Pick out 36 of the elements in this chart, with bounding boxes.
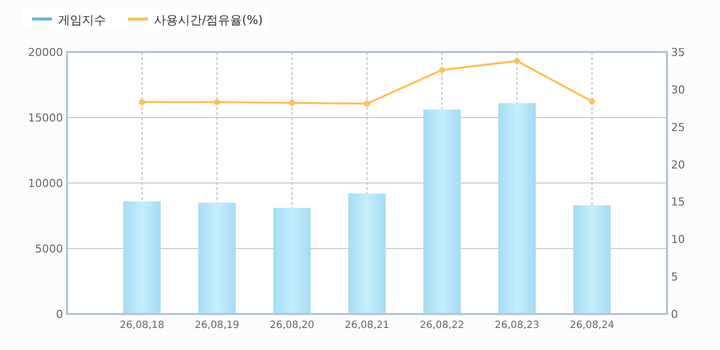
point [514,58,520,64]
bar [573,205,611,314]
y-tick-label: 10000 [28,177,63,190]
legend-label: 게임지수 [58,13,106,27]
point [289,100,295,106]
bar [348,193,386,314]
bar [498,103,536,314]
point [214,99,220,106]
y-tick-label: 15000 [28,112,63,124]
y-tick-label: 5000 [35,242,63,256]
point [364,100,370,107]
y-tick-label: 20000 [28,46,63,59]
point [589,98,595,104]
y2-tick-label: 15 [671,196,685,209]
x-tick-label: 26,08,19 [194,320,240,331]
point [439,66,445,73]
y2-tick-label: 5 [671,270,678,284]
y2-tick-label: 10 [671,233,685,246]
legend-label: 사용시간/점유율(%) [154,13,263,27]
y2-tick-label: 20 [671,158,685,172]
bar [198,202,236,314]
x-tick-label: 26,08,21 [344,320,390,331]
bar [273,208,311,314]
x-tick-label: 26,08,20 [270,320,314,331]
y2-tick-label: 35 [671,46,685,59]
x-tick-label: 26,08,22 [420,320,464,331]
x-tick-label: 26,08,18 [120,320,164,331]
point [139,99,145,106]
x-tick-label: 26,08,24 [570,320,614,331]
y2-tick-label: 25 [671,120,685,134]
y2-tick-label: 0 [671,308,678,321]
y-tick-label: 0 [56,308,63,321]
bar [423,110,461,314]
y2-tick-label: 30 [671,83,685,96]
x-tick-label: 26,08,23 [494,320,540,331]
bar [123,201,161,314]
